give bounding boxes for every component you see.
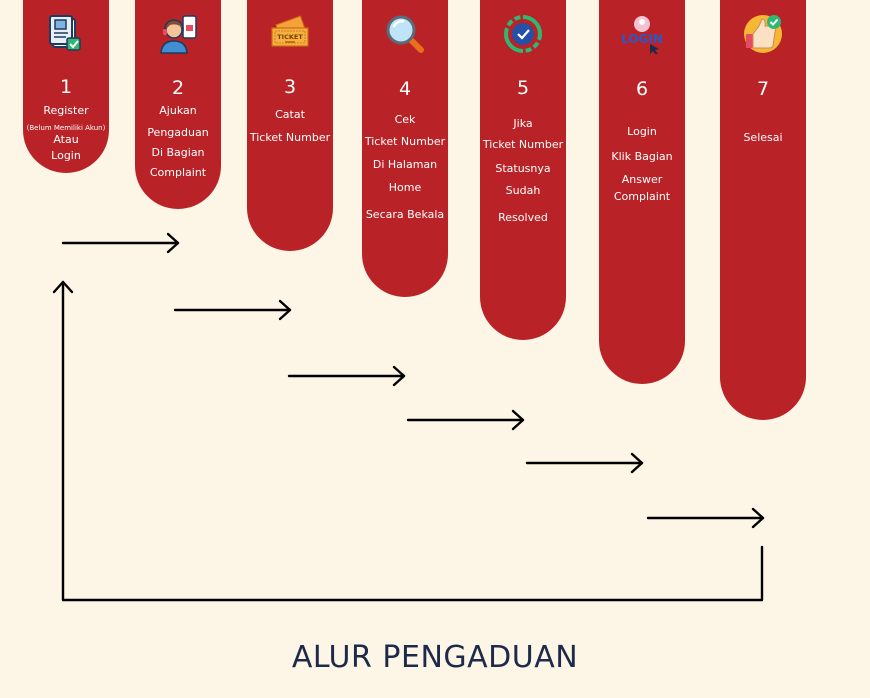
- thumbs-up-check-icon: [744, 15, 782, 53]
- step-3-column: TICKET 3 Catat Ticket Number: [247, 0, 333, 251]
- login-icon: LOGIN: [622, 16, 662, 54]
- step-number: 1: [59, 76, 73, 98]
- step-text: Complaint: [149, 166, 207, 179]
- step-text: Register: [43, 104, 89, 117]
- step-text: Ticket Number: [364, 135, 446, 148]
- step-text: Cek: [394, 113, 416, 126]
- svg-text:TICKET: TICKET: [277, 33, 303, 41]
- step-text: Jika: [513, 117, 533, 130]
- step-number: 5: [516, 77, 530, 99]
- arrow-step-1-2: [61, 232, 180, 254]
- arrow-step-2-3: [173, 299, 292, 321]
- step-text: Atau: [53, 133, 79, 146]
- step-text: Di Bagian: [151, 146, 205, 159]
- step-text: Ticket Number: [249, 131, 331, 144]
- step-text: Selesai: [743, 131, 783, 144]
- step-text: Ajukan: [159, 104, 197, 117]
- step-7-column: 7 Selesai: [720, 0, 806, 420]
- step-text: Sudah: [505, 184, 541, 197]
- step-2-column: 2 Ajukan Pengaduan Di Bagian Complaint: [135, 0, 221, 209]
- step-text: Di Halaman: [372, 158, 438, 171]
- step-number: 7: [756, 78, 770, 100]
- step-1-column: 1 Register (Belum Memiliki Akun) Atau Lo…: [23, 0, 109, 173]
- resolved-check-icon: [504, 15, 542, 53]
- arrow-step-5-6: [525, 452, 644, 474]
- step-6-column: LOGIN 6 Login Klik Bagian Answer Complai…: [599, 0, 685, 384]
- step-text: Login: [627, 125, 657, 138]
- step-text: Login: [51, 149, 81, 162]
- step-text: Klik Bagian: [611, 150, 673, 163]
- step-number: 4: [398, 78, 412, 100]
- step-4-column: 4 Cek Ticket Number Di Halaman Home Seca…: [362, 0, 448, 297]
- arrow-step-3-4: [287, 365, 406, 387]
- step-number: 6: [635, 78, 649, 100]
- step-text: Answer: [621, 173, 663, 186]
- registration-form-icon: [49, 15, 81, 51]
- step-text: Complaint: [613, 190, 671, 203]
- arrow-step-4-5: [406, 409, 525, 431]
- step-text: Home: [388, 181, 422, 194]
- step-text: Statusnya: [495, 162, 551, 175]
- support-agent-icon: [160, 15, 197, 54]
- step-text: (Belum Memiliki Akun): [26, 124, 106, 132]
- step-text: Ticket Number: [482, 138, 564, 151]
- step-number: 2: [171, 77, 185, 99]
- ticket-icon: TICKET: [271, 15, 309, 47]
- page-title: ALUR PENGADUAN: [291, 640, 579, 675]
- step-text: Catat: [275, 108, 305, 121]
- step-text: Pengaduan: [147, 126, 209, 139]
- login-icon-text: LOGIN: [622, 32, 662, 46]
- step-number: 3: [283, 76, 297, 98]
- step-5-column: 5 Jika Ticket Number Statusnya Sudah Res…: [480, 0, 566, 340]
- magnifier-icon: [386, 15, 424, 53]
- step-text: Resolved: [498, 211, 548, 224]
- arrow-step-6-7: [646, 507, 765, 529]
- step-text: Secara Bekala: [365, 208, 445, 221]
- return-loop-arrow: [52, 280, 764, 602]
